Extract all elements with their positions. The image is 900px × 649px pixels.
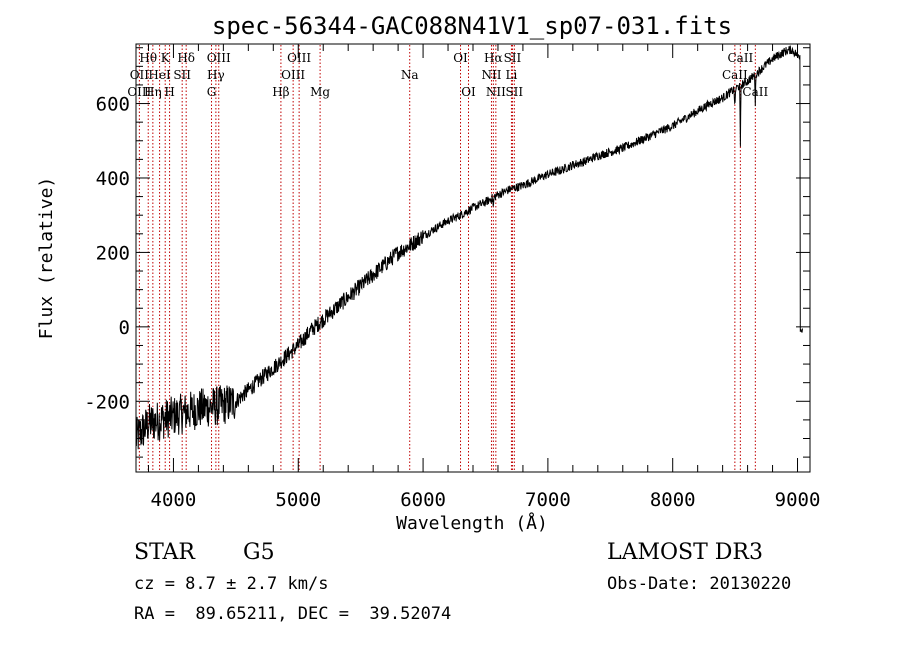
object-class: STAR — [134, 540, 195, 565]
x-tick-label: 7000 — [525, 489, 571, 511]
x-axis-title: Wavelength (Å) — [396, 512, 548, 534]
line-label: Li — [506, 68, 518, 82]
line-label: Hγ — [207, 68, 225, 82]
y-tick-label: -200 — [84, 391, 130, 413]
line-label: Hθ — [139, 51, 157, 65]
coordinates-readout: RA = 89.65211, DEC = 39.52074 — [134, 604, 452, 624]
line-label: K — [161, 51, 171, 65]
line-label: CaII — [727, 51, 753, 65]
line-label: OIII — [207, 51, 231, 65]
observation-date: Obs-Date: 20130220 — [607, 574, 792, 594]
y-tick-label: 200 — [96, 242, 130, 264]
line-label: NII — [486, 85, 506, 99]
line-label: Hδ — [177, 51, 195, 65]
line-label: HeI — [148, 68, 171, 82]
line-label: G — [207, 85, 217, 99]
line-label: Hα — [484, 51, 503, 65]
spectral-line-labels: Hθ OII OIII K HeI Hη SII H Hδ OIII Hγ G OIII OIII Hβ Mg… — [127, 51, 768, 99]
y-tick-label: 600 — [96, 94, 130, 116]
line-label: OIII — [281, 68, 305, 82]
line-label: CaII — [722, 68, 748, 82]
line-label: OIII — [287, 51, 311, 65]
line-label: OI — [453, 51, 468, 65]
x-tick-label: 8000 — [650, 489, 696, 511]
survey-label: LAMOST DR3 — [607, 540, 763, 565]
redshift-readout: cz = 8.7 ± 2.7 km/s — [134, 574, 329, 594]
object-subclass: G5 — [243, 540, 275, 565]
line-label: Mg — [310, 85, 330, 99]
line-label: SII — [504, 51, 522, 65]
line-label: Hη — [144, 85, 162, 99]
line-label: Hβ — [272, 85, 289, 99]
line-label: OII — [130, 68, 150, 82]
line-label: OI — [461, 85, 476, 99]
x-tick-label: 9000 — [775, 489, 821, 511]
line-label: SII — [173, 68, 191, 82]
y-axis-ticks: -200 0 200 400 600 — [84, 47, 810, 458]
line-label: OIII — [127, 85, 151, 99]
spectrum-line — [135, 45, 803, 450]
y-axis-title: Flux (relative) — [36, 177, 57, 340]
x-tick-label: 4000 — [151, 489, 197, 511]
x-tick-label: 6000 — [400, 489, 446, 511]
y-tick-label: 0 — [119, 317, 130, 339]
x-axis-ticks: 4000 5000 6000 7000 8000 9000 — [147, 44, 821, 511]
line-label: SII — [505, 85, 523, 99]
line-label: Na — [401, 68, 419, 82]
y-tick-label: 400 — [96, 168, 130, 190]
plot-frame — [135, 43, 811, 473]
x-tick-label: 5000 — [275, 489, 321, 511]
line-label: NII — [481, 68, 501, 82]
line-label: H — [164, 85, 174, 99]
spectral-line-markers — [138, 45, 756, 471]
chart-title: spec-56344-GAC088N41V1_sp07-031.fits — [212, 12, 732, 40]
